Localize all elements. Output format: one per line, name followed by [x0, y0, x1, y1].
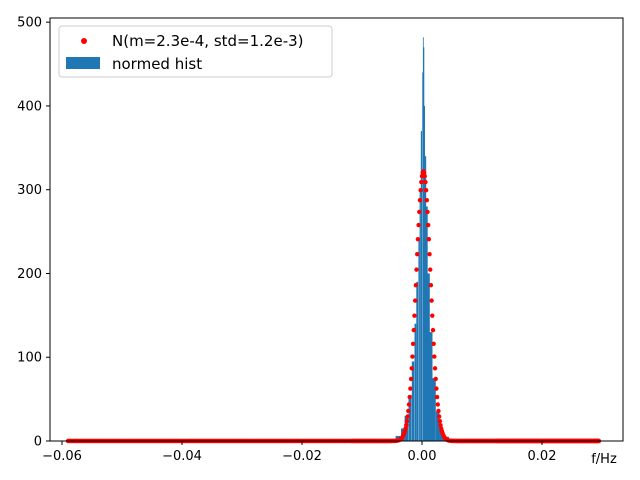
legend: N(m=2.3e-4, std=1.2e-3) normed hist: [58, 25, 333, 78]
histogram-bar: [414, 323, 417, 441]
y-tick-label: 500: [17, 16, 42, 31]
normal-fit-point: [404, 419, 410, 424]
normal-fit-point: [434, 386, 439, 391]
normal-fit-point: [432, 366, 438, 371]
histogram-bar: [432, 378, 436, 441]
legend-label-normal-fit: N(m=2.3e-4, std=1.2e-3): [112, 32, 304, 50]
normal-fit-point: [430, 327, 436, 333]
histogram-bar: [425, 206, 428, 441]
normal-fit-point: [423, 187, 429, 193]
normal-fit-point: [408, 376, 414, 382]
normal-fit-point: [418, 187, 423, 193]
x-axis-label: f/Hz: [591, 452, 617, 467]
normal-fit-point: [435, 402, 440, 407]
normal-fit-point: [423, 179, 428, 185]
normal-fit-point: [430, 313, 435, 318]
normal-fit-point: [409, 366, 414, 371]
y-tick-label: 400: [17, 99, 42, 114]
normal-fit-point: [427, 252, 432, 257]
normal-fit-point: [424, 198, 430, 203]
normal-fit-point: [428, 282, 434, 288]
normal-fit-point: [411, 327, 416, 333]
normal-fit-point: [410, 354, 415, 359]
normal-fit-point: [437, 419, 443, 424]
normal-fit-point: [415, 237, 421, 242]
normal-fit-point: [438, 422, 443, 428]
x-tick-label: −0.06: [42, 449, 82, 464]
histogram-bars: [383, 37, 461, 442]
histogram-bar: [408, 394, 412, 441]
x-axis: −0.06 −0.04 −0.02 0.00 0.02: [42, 441, 556, 464]
normal-fit-point: [412, 298, 418, 303]
normal-fit-point: [433, 376, 438, 382]
legend-marker-normal-fit: [81, 38, 87, 44]
normal-fit-point: [425, 209, 430, 215]
x-tick-label: −0.04: [162, 449, 202, 464]
normal-fit-point: [406, 402, 412, 407]
normal-fit-point: [419, 179, 424, 185]
y-tick-label: 200: [17, 267, 42, 282]
legend-box: [58, 25, 333, 78]
normal-fit-point: [403, 426, 408, 431]
normal-fit-point: [425, 222, 431, 228]
histogram-bar: [427, 273, 430, 441]
legend-label-histogram: normed hist: [112, 55, 202, 73]
normal-fit-point: [410, 341, 416, 346]
normal-fit-point: [407, 394, 412, 400]
histogram-bar: [422, 37, 424, 442]
y-tick-label: 300: [17, 183, 42, 198]
y-axis: 0 100 200 300 400 500: [17, 16, 50, 450]
normal-fit-point: [416, 222, 421, 228]
normal-fit-points: [65, 169, 602, 444]
histogram-bar: [418, 239, 420, 441]
normal-fit-point: [422, 173, 427, 179]
histogram-bar: [429, 332, 433, 441]
normal-fit-point: [406, 408, 411, 414]
legend-marker-histogram: [66, 57, 100, 69]
normal-fit-point: [417, 209, 422, 215]
histogram-bar: [416, 281, 419, 441]
normal-fit-point: [417, 198, 423, 203]
y-tick-label: 0: [34, 435, 42, 450]
histogram-bar: [435, 411, 440, 441]
y-tick-label: 100: [17, 351, 42, 366]
normal-fit-point: [413, 282, 419, 288]
normal-fit-point: [434, 394, 440, 400]
axes-frame: [49, 17, 624, 442]
histogram-bar: [420, 131, 422, 441]
normal-fit-point: [412, 313, 417, 318]
normal-fit-point: [429, 298, 434, 303]
normal-fit-point: [431, 341, 436, 346]
plot-area: [65, 37, 602, 444]
x-tick-label: −0.02: [282, 449, 322, 464]
normal-fit-point: [408, 386, 413, 391]
histogram-bar: [419, 189, 421, 441]
normal-fit-point: [405, 414, 410, 419]
normal-fit-point: [436, 414, 442, 419]
normal-fit-point: [421, 170, 427, 175]
normal-fit-point: [428, 267, 433, 272]
histogram-bar: [423, 105, 425, 441]
normal-fit-point: [415, 252, 420, 257]
normal-fit-point: [432, 354, 437, 359]
normal-fit-point: [414, 267, 419, 272]
normal-fit-point: [404, 422, 409, 428]
histogram-bar: [422, 72, 424, 441]
histogram-bar: [411, 361, 415, 441]
normal-fit-point: [426, 237, 432, 242]
histogram-bar: [425, 156, 427, 441]
x-tick-label: 0.00: [408, 449, 437, 464]
x-tick-label: 0.02: [528, 449, 557, 464]
normal-fit-point: [436, 408, 441, 414]
